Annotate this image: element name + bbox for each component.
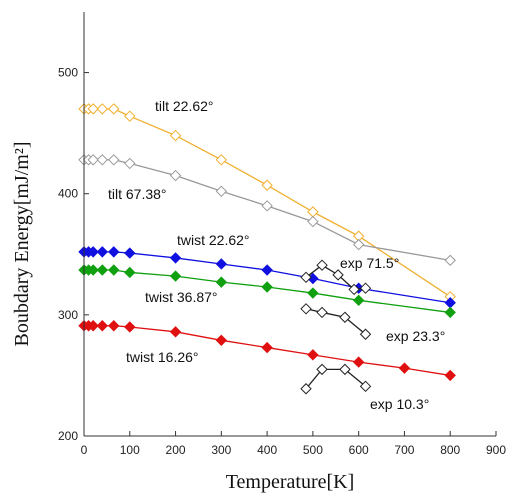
- data-point: [169, 129, 182, 142]
- data-point: [339, 363, 351, 376]
- data-point: [332, 269, 344, 281]
- series-label: exp 10.3°: [370, 396, 429, 412]
- data-point: [316, 306, 328, 319]
- data-point: [359, 282, 372, 294]
- y-tick-label: 200: [58, 429, 78, 443]
- plot-area: [78, 103, 456, 395]
- data-point: [215, 334, 228, 347]
- data-point: [96, 246, 109, 258]
- data-point: [307, 349, 319, 361]
- axes: 0 100 200 300 400 500 600 700 800 900 200 300 400 500: [58, 12, 506, 457]
- data-point: [300, 383, 312, 395]
- data-point: [169, 252, 182, 264]
- series-labels: tilt 22.62° tilt 67.38° twist 22.62° twist …: [108, 98, 445, 412]
- data-point: [215, 258, 228, 270]
- x-tick-label: 600: [349, 443, 369, 457]
- data-point: [108, 103, 120, 115]
- series-3: [78, 264, 456, 319]
- data-point: [215, 154, 228, 166]
- data-point: [169, 326, 182, 338]
- series-label: exp 71.5°: [340, 255, 399, 271]
- data-point: [96, 103, 109, 115]
- series-0: [78, 103, 456, 303]
- data-point: [261, 179, 273, 191]
- series-label: tilt 22.62°: [155, 98, 214, 114]
- data-point: [261, 281, 273, 293]
- data-point: [96, 264, 109, 276]
- data-point: [444, 306, 456, 319]
- x-tick-label: 0: [81, 443, 88, 457]
- data-point: [444, 297, 456, 309]
- data-point: [124, 110, 136, 122]
- series-label: twist 22.62°: [177, 232, 250, 248]
- data-point: [398, 362, 411, 374]
- data-point: [215, 276, 228, 288]
- data-point: [359, 380, 372, 393]
- data-point: [87, 246, 99, 258]
- x-tick-label: 200: [166, 443, 186, 457]
- data-point: [108, 320, 120, 332]
- data-point: [124, 321, 136, 333]
- data-point: [87, 103, 99, 115]
- data-point: [352, 294, 365, 307]
- y-tick-label: 400: [58, 187, 78, 201]
- x-tick-label: 100: [120, 443, 140, 457]
- series-line: [305, 368, 366, 390]
- data-point: [352, 238, 365, 251]
- data-point: [124, 157, 136, 170]
- data-point: [261, 200, 273, 212]
- data-point: [444, 254, 456, 267]
- data-point: [307, 287, 319, 299]
- data-point: [169, 270, 182, 282]
- series-line: [305, 308, 366, 335]
- series-6: [300, 303, 372, 340]
- y-tick-label: 500: [58, 66, 78, 80]
- data-point: [300, 303, 312, 315]
- data-point: [348, 283, 360, 296]
- data-point: [352, 356, 365, 368]
- series-7: [300, 363, 372, 395]
- data-point: [108, 154, 120, 166]
- data-point: [261, 341, 273, 354]
- data-point: [108, 246, 120, 258]
- data-point: [307, 215, 319, 228]
- x-tick-label: 700: [394, 443, 414, 457]
- x-tick-label: 500: [303, 443, 323, 457]
- data-point: [169, 169, 182, 182]
- data-point: [124, 266, 136, 279]
- data-point: [261, 264, 273, 276]
- data-point: [316, 259, 328, 271]
- series-label: twist 36.87°: [145, 289, 218, 305]
- data-point: [215, 185, 228, 197]
- data-point: [87, 320, 99, 332]
- data-point: [339, 311, 351, 323]
- series-label: twist 16.26°: [126, 349, 199, 365]
- data-point: [87, 154, 99, 166]
- series-label: exp 23.3°: [386, 328, 445, 344]
- data-point: [316, 363, 328, 376]
- data-point: [307, 206, 319, 218]
- data-point: [359, 328, 372, 340]
- data-point: [300, 271, 312, 284]
- data-point: [96, 320, 109, 332]
- data-point: [108, 264, 120, 276]
- x-tick-label: 900: [486, 443, 506, 457]
- series-5: [300, 259, 372, 296]
- x-tick-label: 400: [257, 443, 277, 457]
- y-axis-title: Boubdary Energy[mJ/m²]: [11, 141, 33, 346]
- data-point: [444, 369, 456, 382]
- series-label: tilt 67.38°: [108, 186, 167, 202]
- y-tick-label: 300: [58, 308, 78, 322]
- x-axis-title: Temperature[K]: [226, 471, 355, 493]
- data-point: [96, 154, 109, 166]
- series-1: [78, 154, 456, 267]
- x-tick-label: 800: [440, 443, 460, 457]
- x-tick-label: 300: [211, 443, 231, 457]
- data-point: [124, 247, 136, 259]
- data-point: [87, 264, 99, 276]
